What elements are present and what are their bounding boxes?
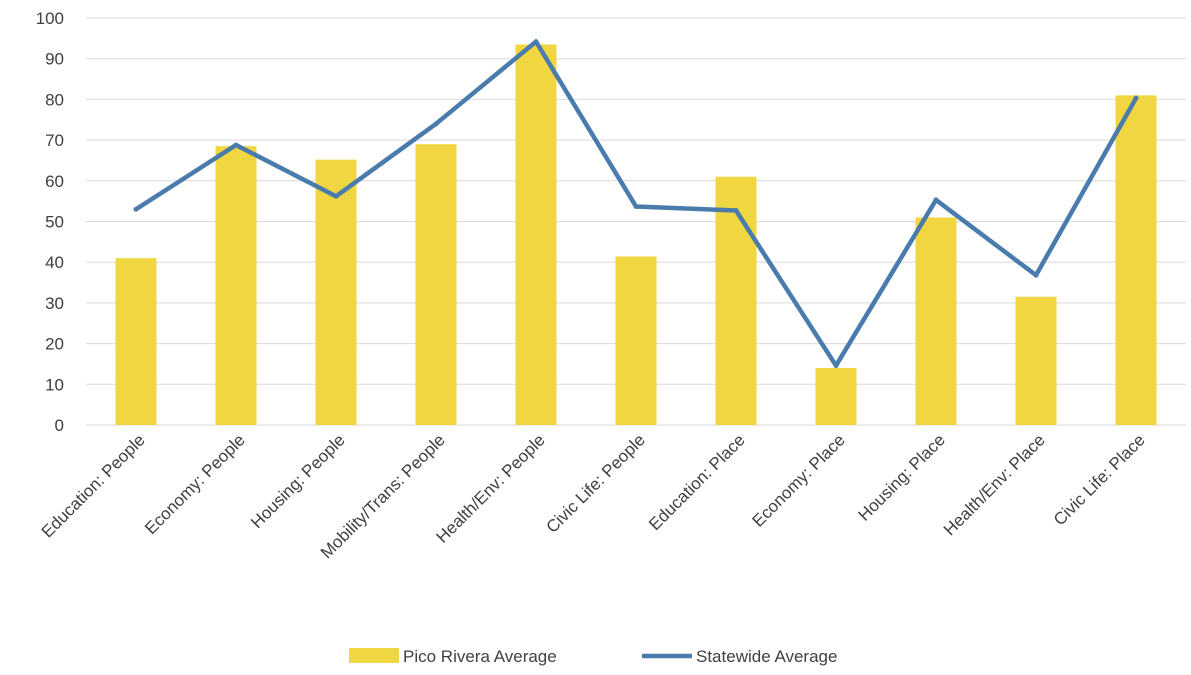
x-category-label: Housing: Place (855, 430, 949, 524)
x-category-label: Civic Life: Place (1050, 430, 1149, 529)
x-category-label: Civic Life: People (543, 430, 649, 536)
bar (415, 144, 457, 426)
x-category-label: Education: Place (645, 430, 749, 534)
y-tick-label: 40 (45, 253, 64, 272)
y-tick-label: 20 (45, 335, 64, 354)
bar (615, 256, 657, 425)
line-point (233, 142, 239, 148)
y-tick-label: 10 (45, 375, 64, 394)
line-point (733, 208, 739, 214)
y-tick-label: 80 (45, 90, 64, 109)
bar-series (115, 44, 1157, 426)
line-series (133, 39, 1139, 369)
x-category-label: Health/Env: Place (940, 430, 1049, 539)
line-point (833, 363, 839, 369)
bar (815, 368, 857, 425)
line-point (633, 203, 639, 209)
y-tick-label: 90 (45, 50, 64, 69)
line-point (533, 39, 539, 45)
y-tick-label: 70 (45, 131, 64, 150)
y-tick-label: 50 (45, 213, 64, 232)
bar (515, 44, 557, 426)
line-point (133, 206, 139, 212)
legend-swatch-bar (349, 648, 399, 663)
bar (1115, 95, 1157, 425)
bar (1015, 296, 1057, 425)
y-tick-label: 100 (36, 9, 64, 28)
legend: Pico Rivera Average Statewide Average (349, 647, 837, 666)
x-category-label: Education: People (38, 430, 149, 541)
x-category-label: Health/Env: People (432, 430, 548, 546)
y-tick-label: 0 (55, 416, 64, 435)
x-category-label: Economy: People (141, 430, 249, 538)
bar (215, 146, 257, 425)
bar (115, 258, 157, 425)
y-tick-label: 30 (45, 294, 64, 313)
legend-label: Statewide Average (696, 647, 837, 666)
bar (315, 159, 357, 426)
bar (915, 217, 957, 425)
line-point (333, 193, 339, 199)
x-category-label: Housing: People (247, 430, 349, 532)
line-point (933, 197, 939, 203)
y-tick-label: 60 (45, 172, 64, 191)
y-axis-ticks: 0 10 20 30 40 50 60 70 80 90 100 (36, 9, 64, 435)
line-point (433, 121, 439, 127)
line-point (1033, 272, 1039, 278)
x-category-label: Economy: Place (749, 430, 849, 530)
legend-label: Pico Rivera Average (403, 647, 557, 666)
bar (715, 176, 757, 425)
line-point (1133, 95, 1139, 101)
